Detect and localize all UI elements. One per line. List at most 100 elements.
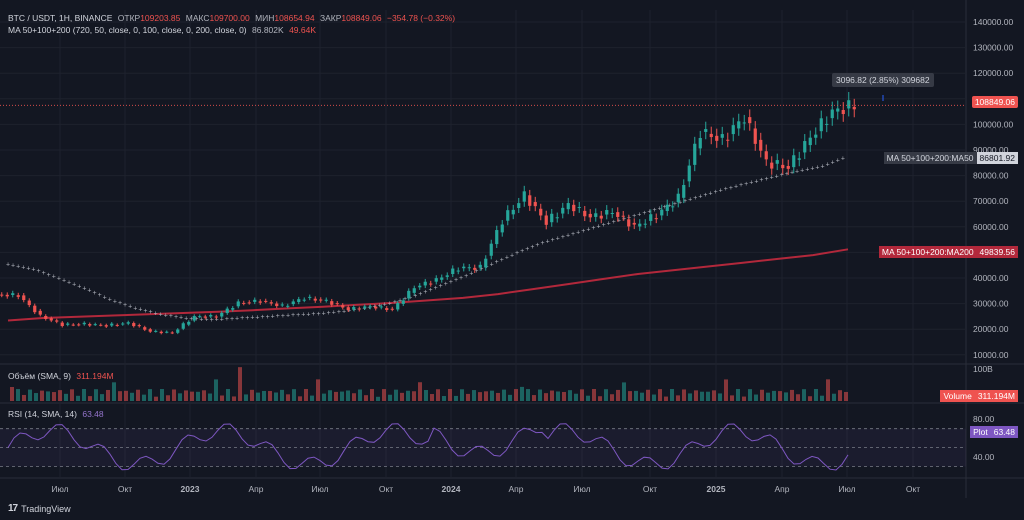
volume-bar: [430, 394, 434, 401]
price-axis-label: 40000.00: [973, 273, 1009, 283]
price-axis-label: 60000.00: [973, 222, 1009, 232]
ma50-point: +: [785, 171, 789, 178]
time-axis-label: Июл: [311, 484, 328, 494]
high-label: МАКС: [185, 13, 210, 23]
ma50-point: +: [154, 310, 158, 317]
ma50-point: +: [826, 161, 830, 168]
ma50-point: +: [708, 190, 712, 197]
ma50-point: +: [459, 275, 463, 282]
ma50-point: +: [311, 311, 315, 318]
high-value: 109700.00: [209, 13, 250, 23]
candle-body: [115, 324, 119, 326]
ma50-point: +: [505, 255, 509, 262]
candle-body: [253, 299, 257, 302]
ma50-point: +: [143, 308, 147, 315]
volume-bar: [136, 389, 140, 401]
volume-bar: [796, 394, 800, 401]
candle-body: [110, 323, 114, 326]
ma50-point: +: [469, 270, 473, 277]
ma50-point: +: [525, 246, 529, 253]
ma50-point: +: [734, 184, 738, 191]
ma50-point: +: [602, 222, 606, 229]
candle-body: [225, 308, 229, 314]
volume-bar: [472, 390, 476, 401]
candle-body: [132, 323, 136, 327]
volume-bar: [460, 389, 464, 401]
candle-body: [209, 315, 213, 317]
volume-bar: [148, 389, 152, 401]
tradingview-logo-icon: 17: [8, 503, 18, 514]
volume-bar: [370, 389, 374, 401]
open-value: 109203.85: [140, 13, 181, 23]
candle-body: [49, 318, 53, 321]
volume-axis-label: 100B: [973, 364, 993, 374]
volume-bar: [40, 390, 44, 401]
volume-bar: [208, 393, 212, 401]
time-axis-label: Окт: [118, 484, 132, 494]
volume-bar: [226, 389, 230, 401]
rsi-value: 63.48: [82, 409, 104, 419]
ma50-point: +: [87, 288, 91, 295]
ma50-point: +: [291, 312, 295, 319]
candle-body: [247, 302, 251, 304]
candle-body: [451, 268, 455, 274]
volume-legend[interactable]: Объём (SMA, 9) 311.194M: [8, 371, 117, 381]
volume-bar: [700, 391, 704, 401]
volume-bar: [382, 389, 386, 401]
volume-bar: [466, 393, 470, 401]
volume-bar: [484, 391, 488, 401]
rsi-layer: [0, 423, 966, 471]
ma50-point: +: [658, 205, 662, 212]
candle-body: [654, 218, 658, 220]
candle-body: [33, 305, 37, 313]
ma50-point: +: [276, 313, 280, 320]
volume-bar: [202, 390, 206, 401]
ma50-point: +: [72, 281, 76, 288]
ma50-point: +: [342, 308, 346, 315]
plot-tag-value: 63.48: [990, 426, 1018, 438]
ma50-point: +: [47, 272, 51, 279]
volume-bar: [10, 387, 14, 401]
candle-body: [55, 320, 59, 322]
candle-body: [396, 302, 400, 310]
volume-layer: [10, 367, 848, 401]
ma50-point: +: [103, 294, 107, 301]
candle-body: [401, 300, 405, 304]
candle-body: [764, 151, 768, 160]
candle-body: [121, 323, 125, 325]
candle-body: [269, 302, 273, 304]
candle-body: [176, 329, 180, 333]
ma-legend[interactable]: MA 50+100+200 (720, 50, close, 0, 100, c…: [8, 25, 319, 35]
candle-body: [616, 212, 620, 217]
ma50-point: +: [434, 285, 438, 292]
price-axis-label: 130000.00: [973, 43, 1013, 53]
rsi-legend[interactable]: RSI (14, SMA, 14) 63.48: [8, 409, 107, 419]
ma200-tag: MA 50+100+200:MA200 49839.56: [878, 246, 1018, 258]
volume-bar: [28, 389, 32, 401]
candle-body: [583, 210, 587, 217]
candle-body: [753, 128, 757, 144]
volume-bar: [676, 395, 680, 401]
volume-bar: [508, 394, 512, 401]
candle-body: [709, 133, 713, 138]
plot-tag-label: Plot: [970, 426, 991, 438]
ma50-point: +: [551, 237, 555, 244]
ma50-point: +: [52, 274, 56, 281]
ma50-point: +: [215, 317, 219, 324]
candle-body: [368, 306, 372, 308]
tradingview-logo[interactable]: 17 TradingView: [8, 503, 71, 514]
volume-bar: [358, 389, 362, 401]
ma50-point: +: [566, 233, 570, 240]
volume-bar: [178, 393, 182, 401]
ma50-point: +: [500, 257, 504, 264]
ma50-point: +: [179, 315, 183, 322]
volume-bar: [160, 389, 164, 401]
candle-body: [819, 118, 823, 132]
candle-body: [165, 331, 169, 333]
candle-body: [621, 215, 625, 217]
rsi-axis-label: 80.00: [973, 414, 995, 424]
volume-bar: [448, 389, 452, 401]
ma50-point: +: [479, 266, 483, 273]
ma50-point: +: [647, 208, 651, 215]
